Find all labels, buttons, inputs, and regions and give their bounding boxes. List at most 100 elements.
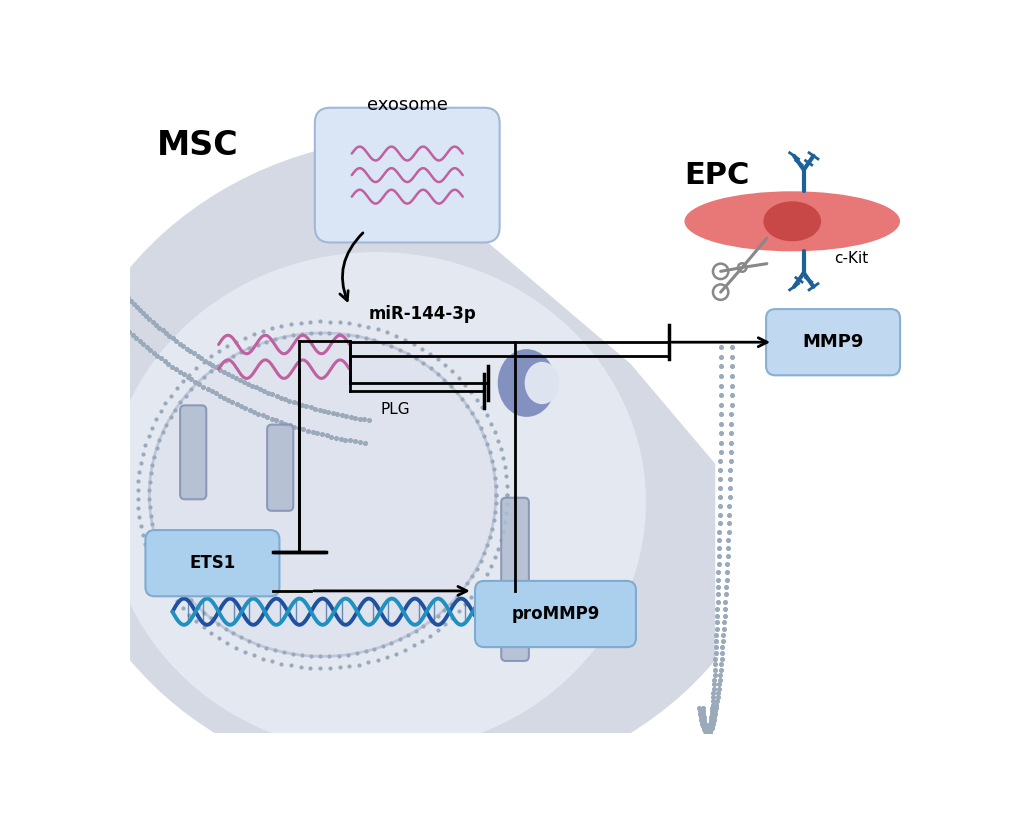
Point bbox=[690, 701, 706, 714]
Point bbox=[101, 269, 117, 283]
Point bbox=[696, 719, 712, 733]
Point bbox=[210, 617, 226, 630]
Point bbox=[712, 653, 729, 666]
Point bbox=[696, 721, 712, 734]
Point bbox=[135, 307, 151, 320]
Point bbox=[250, 407, 266, 420]
Point bbox=[703, 708, 719, 721]
Point bbox=[723, 340, 740, 353]
Point bbox=[157, 397, 173, 410]
Point bbox=[148, 442, 164, 455]
Point bbox=[705, 714, 721, 727]
Point bbox=[195, 380, 211, 393]
Point bbox=[415, 620, 431, 633]
Ellipse shape bbox=[762, 201, 820, 241]
Text: MMP9: MMP9 bbox=[802, 333, 863, 351]
Point bbox=[155, 426, 171, 439]
Point bbox=[483, 454, 499, 467]
Point bbox=[498, 488, 515, 501]
Point bbox=[121, 325, 138, 339]
Point bbox=[415, 357, 431, 370]
Point bbox=[486, 505, 502, 518]
Point bbox=[293, 648, 310, 662]
Point bbox=[711, 464, 728, 477]
Point bbox=[330, 327, 346, 340]
Point bbox=[264, 655, 280, 668]
Point bbox=[282, 658, 299, 672]
Point bbox=[492, 533, 508, 546]
Point bbox=[710, 550, 727, 563]
Point bbox=[190, 376, 206, 389]
Point bbox=[86, 250, 102, 263]
Point bbox=[102, 307, 118, 320]
Point bbox=[448, 386, 465, 399]
Point bbox=[131, 511, 148, 524]
Point bbox=[148, 564, 164, 577]
Point bbox=[472, 422, 488, 435]
Point bbox=[284, 329, 301, 342]
Point bbox=[227, 641, 244, 654]
Point bbox=[285, 396, 302, 409]
Point bbox=[699, 727, 715, 740]
Point bbox=[485, 462, 501, 475]
Point bbox=[124, 329, 141, 342]
Point bbox=[201, 356, 217, 369]
Point bbox=[40, 216, 56, 229]
FancyBboxPatch shape bbox=[765, 309, 899, 375]
Point bbox=[468, 562, 484, 575]
Point bbox=[391, 633, 408, 646]
Point bbox=[486, 550, 502, 564]
Point bbox=[242, 634, 258, 648]
Point bbox=[300, 424, 316, 438]
Point bbox=[708, 622, 725, 635]
Point bbox=[314, 428, 330, 441]
Point bbox=[211, 344, 227, 358]
Point bbox=[72, 228, 89, 241]
FancyBboxPatch shape bbox=[180, 405, 206, 499]
Point bbox=[128, 331, 145, 344]
Point bbox=[714, 629, 731, 642]
Point bbox=[712, 436, 729, 449]
Point bbox=[182, 344, 199, 358]
Text: EPC: EPC bbox=[684, 161, 749, 190]
Point bbox=[174, 375, 191, 388]
Point bbox=[276, 392, 292, 405]
Point bbox=[708, 691, 725, 704]
Point bbox=[699, 726, 715, 739]
Point bbox=[242, 403, 258, 416]
Point bbox=[378, 650, 394, 663]
Point bbox=[366, 643, 382, 656]
Point bbox=[132, 456, 149, 470]
Point bbox=[706, 663, 722, 677]
Point bbox=[487, 488, 503, 501]
Point bbox=[129, 484, 146, 497]
Point bbox=[197, 354, 213, 368]
Point bbox=[691, 708, 707, 721]
Point bbox=[294, 423, 311, 436]
Point bbox=[144, 458, 160, 471]
Point bbox=[442, 597, 459, 611]
Point bbox=[54, 192, 70, 205]
Point bbox=[387, 647, 404, 660]
Point bbox=[273, 657, 289, 670]
Point bbox=[429, 368, 445, 381]
Point bbox=[695, 713, 711, 726]
Point bbox=[697, 723, 713, 736]
Point bbox=[183, 372, 200, 386]
Point bbox=[302, 661, 318, 674]
Point bbox=[111, 283, 127, 296]
Text: MSC: MSC bbox=[157, 129, 238, 162]
Point bbox=[192, 377, 208, 391]
Point bbox=[131, 335, 148, 348]
Point bbox=[721, 482, 738, 495]
Point bbox=[236, 645, 253, 658]
Point bbox=[356, 413, 372, 426]
Point bbox=[718, 558, 735, 571]
Point bbox=[396, 333, 413, 346]
FancyArrowPatch shape bbox=[339, 233, 363, 301]
Point bbox=[481, 531, 497, 544]
Point bbox=[695, 723, 711, 736]
Point bbox=[719, 533, 736, 546]
Point bbox=[463, 591, 479, 604]
Point bbox=[474, 575, 490, 588]
